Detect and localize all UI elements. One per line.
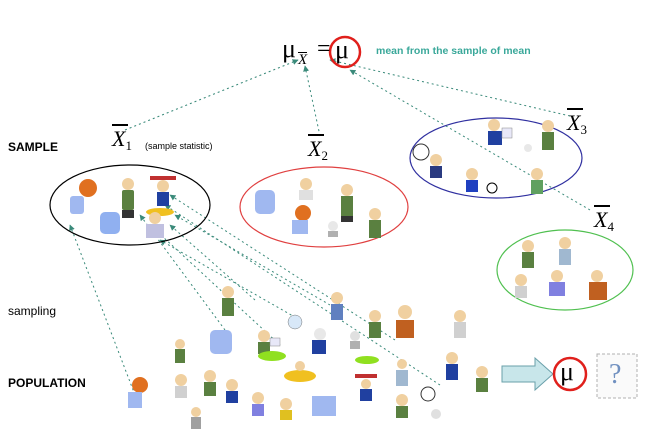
sampling-label: sampling: [8, 304, 57, 318]
cartoon-figure: [191, 407, 201, 429]
cartoon-figure: [210, 330, 232, 354]
arrow-x1-to-mu: [124, 59, 299, 131]
cartoon-figure: [258, 330, 281, 354]
formula-mu-circled: μ: [335, 35, 349, 64]
cartoon-figure: [531, 168, 543, 194]
cartoon-figure: [146, 212, 164, 238]
sample-label: SAMPLE: [8, 140, 59, 154]
formula-note: mean from the sample of mean: [376, 45, 531, 57]
cartoon-figure: [70, 179, 97, 214]
cartoon-figure: [328, 221, 338, 237]
sample-4-ellipse: [496, 229, 634, 311]
sample-mean-x2: X2: [308, 134, 328, 163]
cartoon-figure: [204, 370, 216, 396]
sampling-arrow: [149, 224, 281, 346]
sample-3-ellipse: [409, 117, 583, 199]
sampling-arrow: [159, 239, 301, 321]
cartoon-figure: [128, 377, 148, 408]
cartoon-figure: [446, 352, 458, 380]
cartoon-figure: [287, 314, 303, 330]
cartoon-figure: [292, 178, 313, 234]
cartoon-figure: [396, 394, 408, 418]
cartoon-figure: [396, 359, 408, 386]
cartoon-figure: [431, 409, 441, 419]
cartoon-figure: [341, 184, 353, 222]
cartoon-figure: [312, 328, 326, 354]
cartoon-figure: [549, 270, 565, 296]
sample-mean-x4: X4: [594, 205, 614, 234]
sample-2-ellipse: [239, 166, 409, 248]
cartoon-figure: [226, 379, 238, 403]
sampling-arrow: [169, 194, 396, 341]
sample-mean-x3: X3: [567, 108, 587, 137]
result-mu: μ: [560, 357, 574, 386]
result-question-mark: ?: [609, 359, 622, 390]
arrow-x3-to-mu: [329, 58, 571, 117]
cartoon-figure: [559, 237, 571, 265]
cartoon-figure: [396, 305, 414, 338]
cartoon-figure: [312, 396, 336, 416]
formula-mu: μ: [282, 34, 296, 63]
cartoon-figure: [222, 286, 234, 316]
formula-mu-circle: [328, 35, 362, 69]
cartoon-figure: [122, 178, 134, 218]
sample-mean-x1: X1: [112, 124, 132, 153]
cartoon-figure: [412, 143, 442, 178]
result-mu-circle: [552, 356, 588, 392]
cartoon-figure: [175, 339, 185, 363]
cartoon-figure: [589, 270, 607, 300]
cartoon-figure: [515, 274, 527, 298]
arrow-x2-to-mu: [303, 65, 321, 137]
cartoon-figure: [252, 392, 264, 416]
cartoon-figure: [476, 366, 488, 392]
cartoon-figure: [258, 351, 286, 361]
cartoon-figure: [280, 398, 292, 420]
cartoon-figure: [369, 208, 381, 238]
result-arrow: [501, 356, 554, 392]
cartoon-figure: [524, 144, 532, 152]
cartoon-figure: [175, 374, 187, 398]
cartoon-figure: [420, 386, 436, 402]
cartoon-figure: [350, 331, 360, 349]
sample-1-ellipse: [49, 164, 211, 246]
sampling-arrow: [139, 214, 226, 331]
population-label: POPULATION: [8, 376, 86, 390]
formula-subscript-x: X: [298, 52, 308, 68]
cartoon-figure: [331, 292, 343, 320]
cartoon-figure: [255, 190, 275, 214]
formula-equals: =: [317, 36, 331, 62]
sample-statistic-note: (sample statistic): [145, 141, 213, 151]
cartoon-figure: [284, 361, 316, 382]
cartoon-figure: [454, 310, 466, 338]
cartoon-figure: [100, 212, 120, 234]
cartoon-figure: [542, 120, 554, 150]
sampling-arrow: [69, 224, 136, 396]
sampling-arrow: [169, 224, 256, 301]
cartoon-figure: [355, 374, 377, 401]
cartoon-figure: [369, 310, 381, 338]
arrow-x4-to-mu: [349, 69, 591, 211]
question-box: [596, 353, 638, 399]
cartoon-figure: [355, 356, 379, 364]
cartoon-figure: [466, 168, 498, 194]
cartoon-figure: [488, 119, 513, 145]
cartoon-figure: [522, 240, 534, 268]
